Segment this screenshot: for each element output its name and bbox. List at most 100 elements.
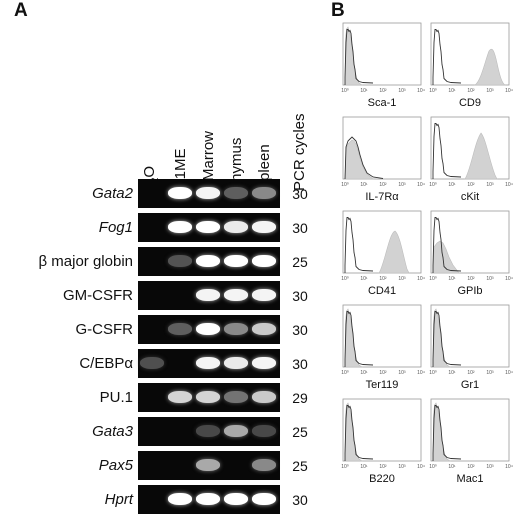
gel-band xyxy=(224,221,248,233)
histogram-frame xyxy=(342,116,422,180)
axis-tick-label: 10³ xyxy=(398,276,406,282)
histogram-frame xyxy=(342,398,422,462)
gel-strip xyxy=(138,315,280,344)
flow-histogram: 10⁰ 10¹ 10² 10³ 10⁴ xyxy=(429,304,513,376)
gene-label: Pax5 xyxy=(98,457,133,474)
axis-tick-label: 10⁴ xyxy=(505,464,513,470)
gel-band xyxy=(252,289,276,301)
axis-tick-label: 10² xyxy=(379,276,387,282)
axis-tick-label: 10⁴ xyxy=(417,88,425,94)
gel-strip xyxy=(138,383,280,412)
flow-histogram: 10⁰ 10¹ 10² 10³ 10⁴ xyxy=(429,22,513,94)
axis-tick-label: 10² xyxy=(379,182,387,188)
gel-band xyxy=(196,255,220,267)
histogram-frame xyxy=(430,22,510,86)
gel-band xyxy=(252,459,276,471)
gel-band xyxy=(196,187,220,199)
control-histogram xyxy=(432,405,462,461)
flow-histogram: 10⁰ 10¹ 10² 10³ 10⁴ xyxy=(341,22,425,94)
gel-band xyxy=(252,357,276,369)
flow-histogram: 10⁰ 10¹ 10² 10³ 10⁴ xyxy=(429,398,513,470)
histogram-marker-label: Mac1 xyxy=(456,473,484,485)
histogram-frame xyxy=(342,210,422,274)
axis-tick-label: 10¹ xyxy=(360,370,368,376)
pcr-cycle-value: 29 xyxy=(292,390,308,406)
gel-strip xyxy=(138,213,280,242)
gel-band xyxy=(168,391,192,403)
pcr-cycle-value: 30 xyxy=(292,322,308,338)
flow-histogram: 10⁰ 10¹ 10² 10³ 10⁴ xyxy=(341,116,425,188)
gene-label: Hprt xyxy=(104,491,133,508)
axis-tick-label: 10³ xyxy=(398,464,406,470)
axis-tick-label: 10³ xyxy=(486,464,494,470)
axis-tick-label: 10⁴ xyxy=(505,88,513,94)
histogram-marker-label: B220 xyxy=(369,473,395,485)
gene-label: GM-CSFR xyxy=(63,287,133,304)
gel-band xyxy=(196,323,220,335)
axis-tick-label: 10¹ xyxy=(448,464,456,470)
gel-band xyxy=(196,459,220,471)
histogram-marker-label: cKit xyxy=(460,191,480,203)
pcr-cycle-value: 25 xyxy=(292,424,308,440)
gene-label: G-CSFR xyxy=(75,321,134,338)
axis-tick-label: 10³ xyxy=(398,88,406,94)
gene-label: Fog1 xyxy=(98,219,133,236)
histogram-frame xyxy=(430,210,510,274)
gel-band xyxy=(196,391,220,403)
sample-histogram xyxy=(344,139,374,180)
gel-band xyxy=(168,493,192,505)
gene-label: Gata2 xyxy=(92,185,133,202)
gel-strip xyxy=(138,179,280,208)
gel-band xyxy=(252,187,276,199)
gel-strip xyxy=(138,349,280,378)
axis-tick-label: 10² xyxy=(467,182,475,188)
axis-tick-label: 10¹ xyxy=(360,276,368,282)
gel-band xyxy=(224,493,248,505)
pcr-cycle-value: 30 xyxy=(292,220,308,236)
axis-tick-label: 10² xyxy=(467,370,475,376)
gel-strip xyxy=(138,485,280,514)
pcr-cycles-header: PCR cycles xyxy=(291,113,308,191)
sample-histogram xyxy=(432,240,460,274)
axis-tick-label: 10⁰ xyxy=(341,88,349,94)
gel-band xyxy=(196,493,220,505)
histogram-frame xyxy=(342,304,422,368)
gene-label: Gata3 xyxy=(92,423,133,440)
sample-histogram xyxy=(378,230,410,274)
gel-band xyxy=(252,425,276,437)
control-histogram xyxy=(344,311,374,367)
axis-tick-label: 10³ xyxy=(486,88,494,94)
control-histogram xyxy=(344,405,374,461)
gel-band xyxy=(168,255,192,267)
axis-tick-label: 10² xyxy=(379,370,387,376)
axis-tick-label: 10³ xyxy=(486,276,494,282)
axis-tick-label: 10⁰ xyxy=(429,370,437,376)
control-histogram xyxy=(432,217,462,273)
axis-tick-label: 10⁴ xyxy=(417,182,425,188)
histogram-marker-label: Sca-1 xyxy=(367,97,397,109)
gel-band xyxy=(224,187,248,199)
axis-tick-label: 10⁴ xyxy=(417,464,425,470)
gel-strip xyxy=(138,417,280,446)
gene-label: PU.1 xyxy=(99,389,133,406)
axis-tick-label: 10³ xyxy=(398,370,406,376)
pcr-cycle-value: 30 xyxy=(292,186,308,202)
histogram-marker-label: Gr1 xyxy=(460,379,480,391)
axis-tick-label: 10⁰ xyxy=(429,88,437,94)
axis-tick-label: 10¹ xyxy=(448,88,456,94)
axis-tick-label: 10¹ xyxy=(360,182,368,188)
axis-tick-label: 10² xyxy=(467,464,475,470)
axis-tick-label: 10⁴ xyxy=(417,370,425,376)
gel-band xyxy=(224,391,248,403)
gel-band xyxy=(224,289,248,301)
axis-tick-label: 10⁰ xyxy=(341,276,349,282)
control-histogram xyxy=(344,217,374,273)
pcr-cycle-value: 30 xyxy=(292,356,308,372)
histogram-frame xyxy=(342,22,422,86)
axis-tick-label: 10⁴ xyxy=(417,276,425,282)
gel-band xyxy=(252,221,276,233)
axis-tick-label: 10¹ xyxy=(448,370,456,376)
control-histogram xyxy=(344,136,384,180)
axis-tick-label: 10³ xyxy=(486,370,494,376)
flow-histogram: 10⁰ 10¹ 10² 10³ 10⁴ xyxy=(341,304,425,376)
